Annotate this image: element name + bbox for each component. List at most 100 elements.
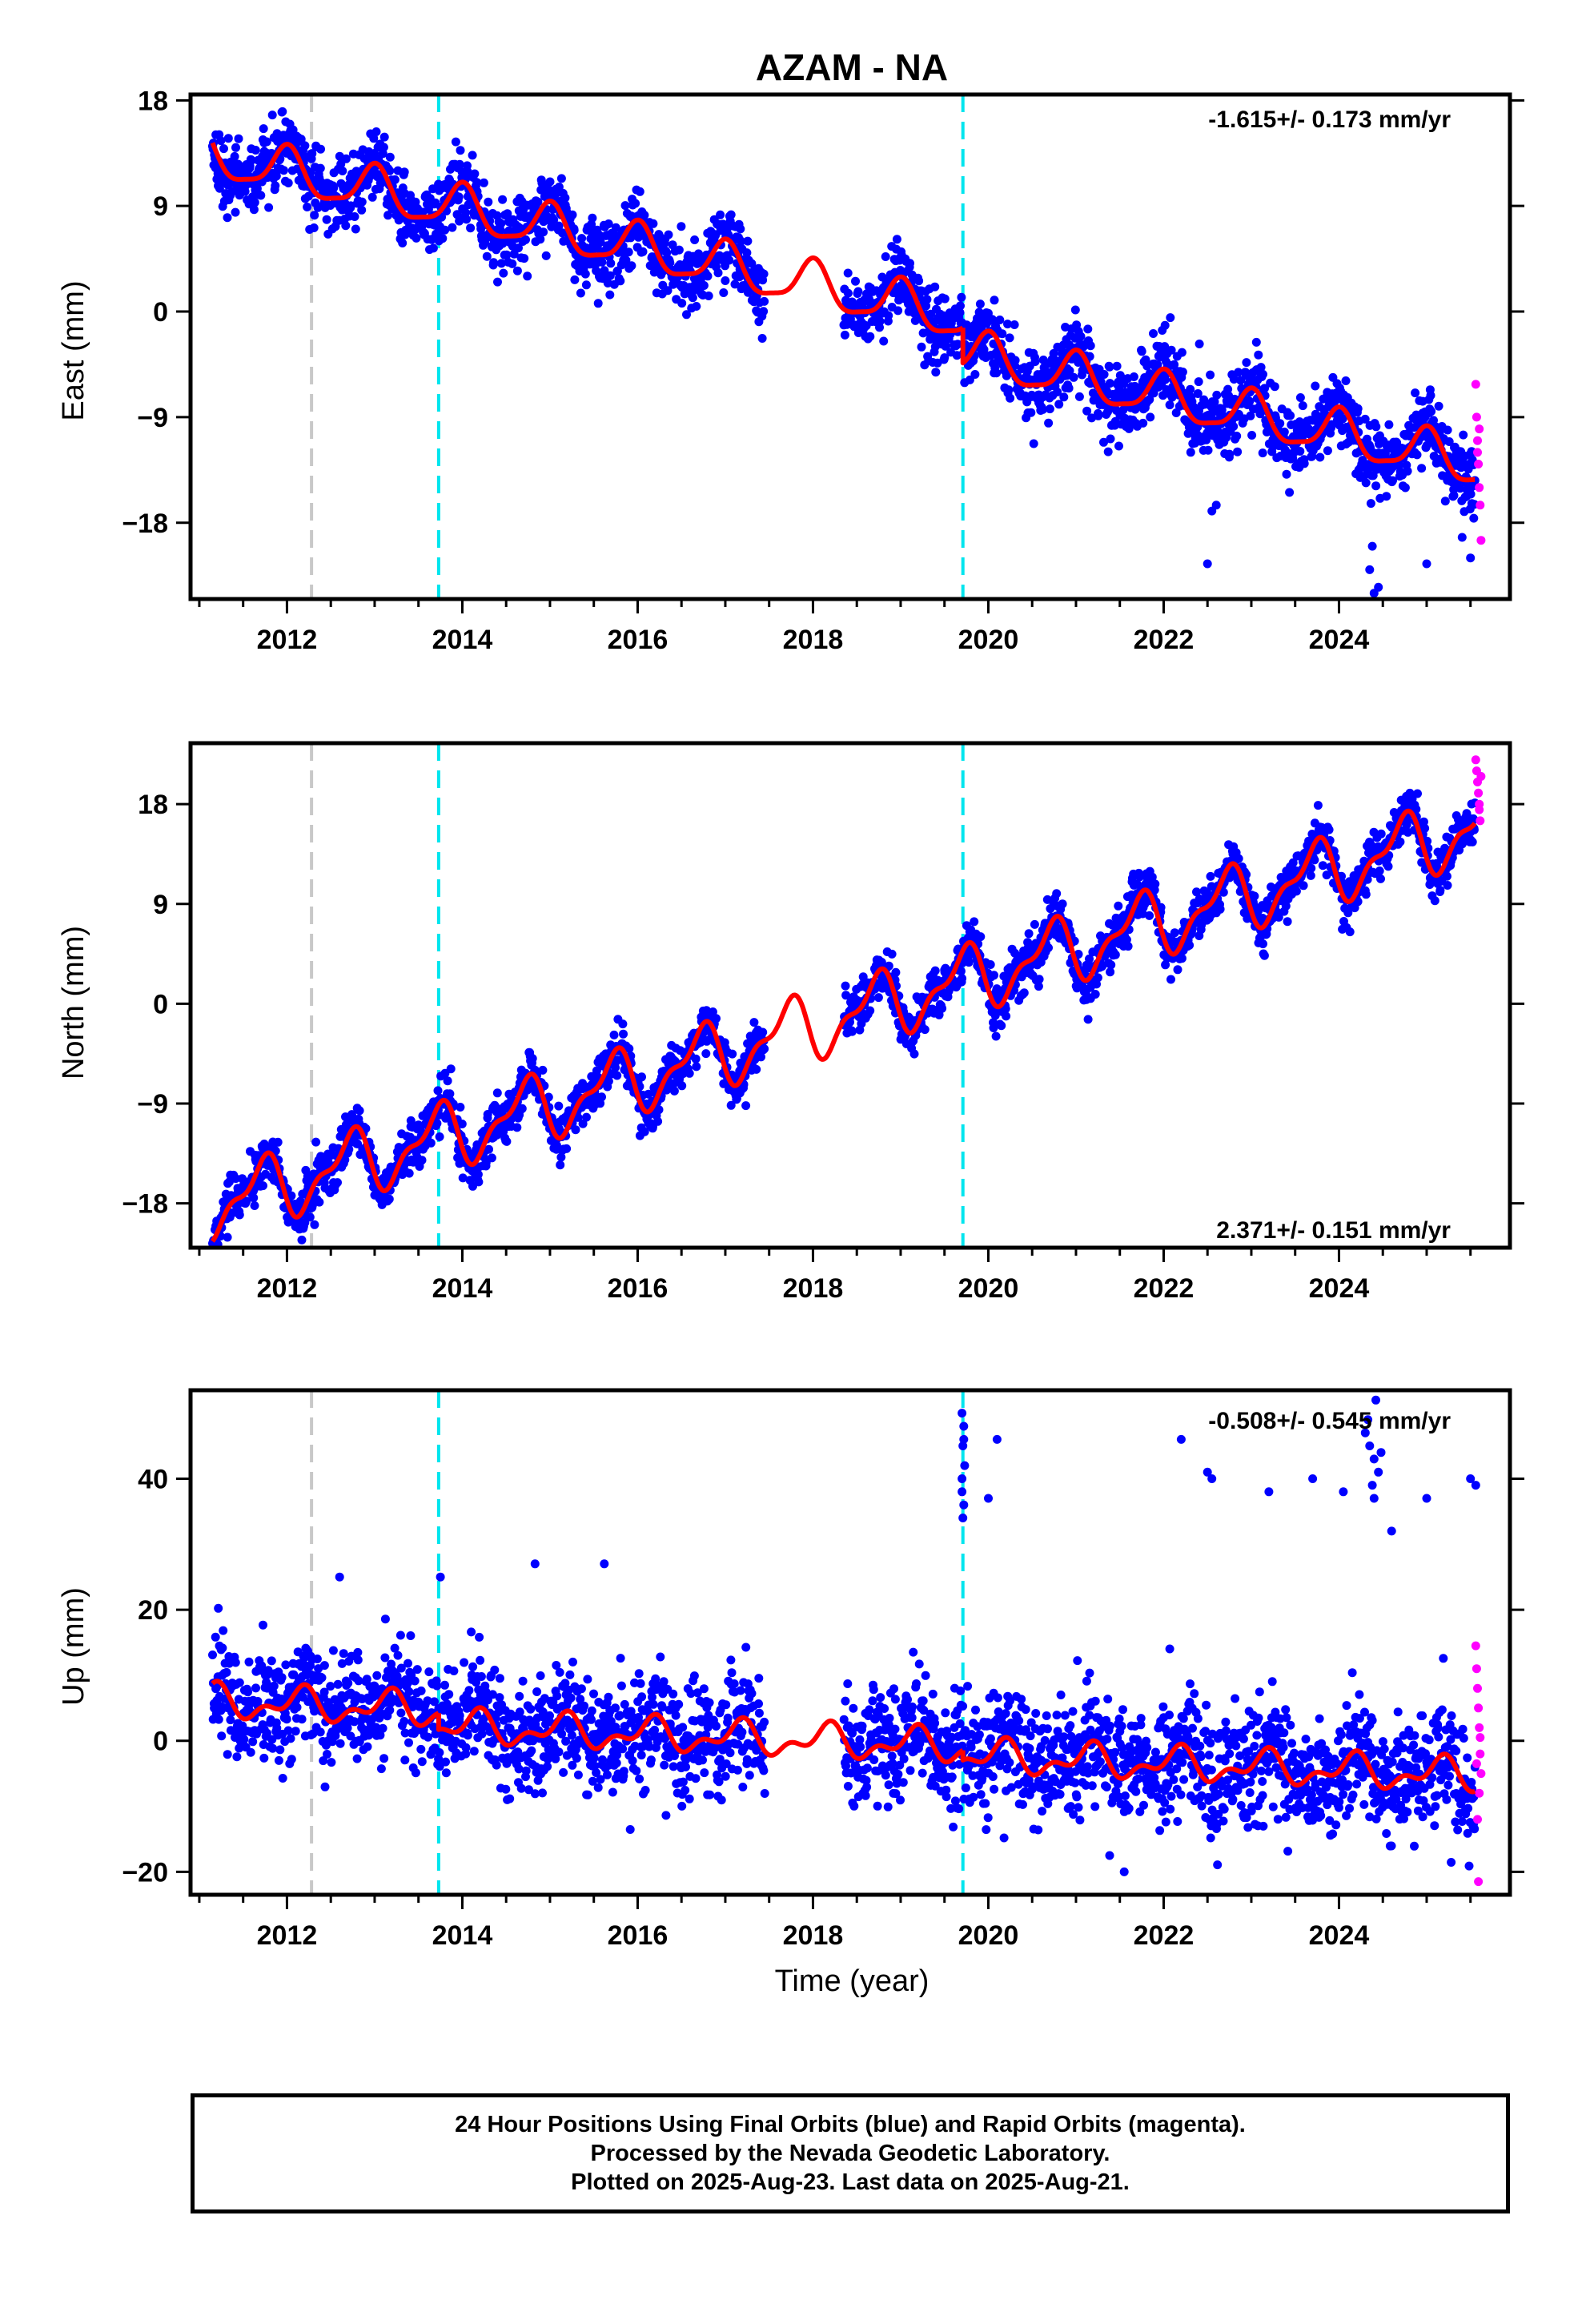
east-data-point bbox=[699, 281, 709, 290]
east-rapid-point bbox=[1476, 536, 1486, 545]
east-rapid-point bbox=[1473, 448, 1482, 457]
north-data-point bbox=[752, 1064, 761, 1074]
east-data-point bbox=[428, 243, 438, 253]
north-data-point bbox=[841, 981, 850, 991]
east-data-point bbox=[448, 223, 457, 232]
east-data-point bbox=[496, 219, 506, 228]
east-data-point bbox=[1286, 411, 1295, 420]
north-rapid-point bbox=[1475, 805, 1484, 814]
east-data-point bbox=[1103, 447, 1113, 456]
east-data-point bbox=[223, 134, 233, 143]
north-data-point bbox=[1170, 928, 1179, 938]
east-data-point bbox=[1449, 491, 1459, 501]
north-data-point bbox=[235, 1210, 244, 1220]
east-data-point bbox=[1099, 370, 1109, 379]
north-data-point bbox=[847, 1027, 857, 1036]
north-data-point bbox=[310, 1220, 319, 1229]
north-data-point bbox=[609, 1030, 619, 1039]
east-data-point bbox=[390, 175, 400, 184]
north-data-point bbox=[1442, 871, 1452, 881]
east-y-tick-label: 18 bbox=[138, 86, 168, 116]
east-data-point bbox=[1338, 414, 1347, 424]
east-data-point bbox=[271, 181, 280, 191]
east-data-point bbox=[1400, 483, 1410, 493]
east-data-point bbox=[577, 234, 587, 243]
north-data-point bbox=[259, 1181, 267, 1191]
east-data-point bbox=[875, 316, 885, 326]
east-data-point bbox=[341, 154, 351, 163]
east-rate-label: -1.615+/- 0.173 mm/yr bbox=[1208, 107, 1451, 133]
east-data-point bbox=[267, 111, 277, 120]
north-data-point bbox=[692, 1062, 701, 1072]
east-data-point bbox=[379, 143, 388, 152]
east-data-point bbox=[635, 187, 644, 196]
north-data-point bbox=[758, 1027, 768, 1037]
east-data-point bbox=[1229, 375, 1239, 384]
north-data-point bbox=[1307, 863, 1316, 873]
north-data-point bbox=[1145, 911, 1154, 920]
east-data-point bbox=[514, 243, 523, 253]
east-data-point bbox=[616, 276, 625, 286]
east-data-point bbox=[1074, 392, 1084, 401]
east-data-point bbox=[1259, 369, 1267, 379]
east-data-point bbox=[593, 299, 603, 308]
north-data-point bbox=[223, 1232, 232, 1242]
east-data-point bbox=[438, 234, 448, 243]
north-data-point bbox=[417, 1156, 427, 1165]
east-data-point bbox=[930, 282, 940, 292]
north-data-point bbox=[250, 1201, 259, 1210]
east-data-point bbox=[461, 208, 471, 218]
east-data-point bbox=[953, 340, 962, 349]
north-rapid-point bbox=[1476, 816, 1485, 826]
east-outlier-point bbox=[1203, 559, 1212, 569]
north-data-point bbox=[1310, 855, 1319, 865]
north-data-point bbox=[297, 1235, 307, 1244]
north-data-point bbox=[1114, 901, 1123, 911]
figure-title: AZAM - NA bbox=[756, 46, 948, 88]
east-y-tick-label: −18 bbox=[122, 509, 168, 539]
east-data-point bbox=[479, 178, 488, 187]
north-data-point bbox=[446, 1064, 456, 1074]
north-data-point bbox=[597, 1092, 606, 1102]
north-data-point bbox=[426, 1138, 436, 1148]
north-data-point bbox=[249, 1193, 259, 1203]
north-data-point bbox=[1206, 871, 1215, 881]
east-data-point bbox=[1403, 466, 1412, 476]
east-data-point bbox=[1341, 376, 1351, 385]
east-data-point bbox=[737, 236, 746, 246]
east-data-point bbox=[451, 137, 460, 147]
east-data-point bbox=[1323, 446, 1332, 456]
north-data-point bbox=[487, 1153, 496, 1163]
east-data-point bbox=[1149, 329, 1158, 338]
east-data-point bbox=[688, 293, 697, 303]
east-data-point bbox=[1417, 464, 1427, 473]
north-data-point bbox=[990, 971, 998, 980]
north-data-point bbox=[1299, 881, 1308, 891]
east-data-point bbox=[760, 296, 769, 306]
east-data-point bbox=[1295, 417, 1304, 427]
north-data-point bbox=[355, 1106, 364, 1116]
east-data-point bbox=[1285, 488, 1295, 497]
north-data-point bbox=[1110, 950, 1120, 959]
east-data-point bbox=[596, 237, 605, 247]
east-data-point bbox=[496, 225, 505, 235]
east-data-point bbox=[1270, 382, 1279, 392]
north-data-point bbox=[1034, 975, 1044, 984]
east-data-point bbox=[536, 235, 545, 244]
east-data-point bbox=[725, 255, 734, 265]
east-data-point bbox=[496, 259, 506, 268]
north-data-point bbox=[473, 1170, 483, 1179]
north-data-point bbox=[1313, 801, 1323, 810]
north-data-point bbox=[958, 974, 967, 983]
north-data-point bbox=[1083, 1015, 1093, 1024]
north-data-point bbox=[611, 1063, 620, 1072]
east-data-point bbox=[1469, 513, 1479, 523]
north-data-point bbox=[287, 1191, 296, 1200]
east-data-point bbox=[581, 280, 591, 290]
north-data-point bbox=[556, 1152, 566, 1162]
east-data-point bbox=[677, 222, 686, 231]
east-data-point bbox=[677, 299, 687, 308]
east-data-point bbox=[648, 219, 658, 228]
east-data-point bbox=[1258, 448, 1267, 458]
east-data-point bbox=[249, 205, 259, 215]
